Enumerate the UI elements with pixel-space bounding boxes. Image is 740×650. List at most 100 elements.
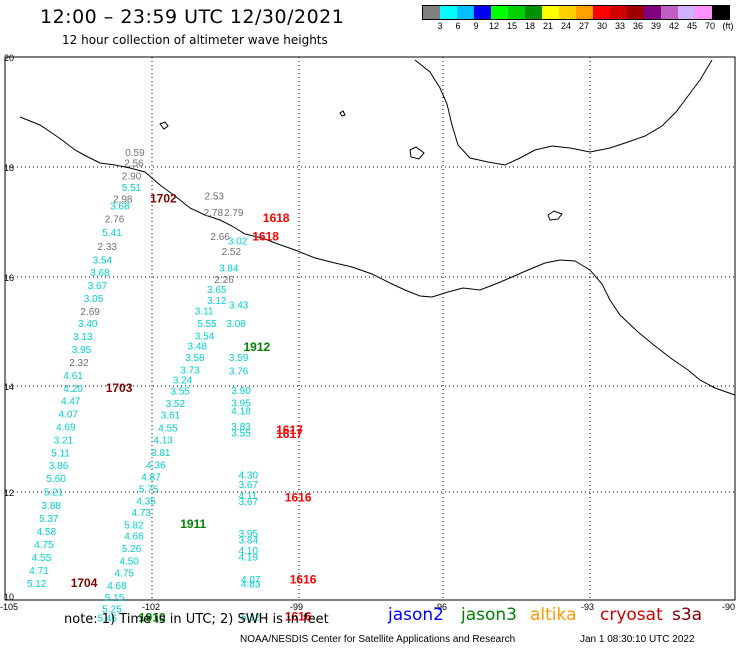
x-tick-label: -90	[722, 602, 735, 612]
wave-height-value: 3.65	[207, 285, 227, 296]
wave-height-value: 5.75	[139, 485, 159, 496]
wave-height-value: 4.87	[141, 473, 161, 484]
wave-height-value: 4.58	[37, 527, 57, 538]
wave-height-value: 3.95	[72, 345, 92, 356]
wave-height-value: 4.71	[29, 566, 49, 577]
y-tick-label: 16	[4, 273, 14, 283]
y-tick-label: 18	[4, 163, 14, 173]
colorbar-swatch	[525, 6, 542, 19]
pass-id-label: 1911	[180, 517, 206, 531]
wave-height-value: 4.07	[59, 410, 79, 421]
wave-height-value: 3.24	[173, 375, 193, 386]
wave-height-value: 3.54	[195, 331, 215, 342]
pass-id-label: 1618	[252, 230, 279, 244]
legend-entry-jason2: jason2	[388, 605, 444, 625]
wave-height-value: 3.68	[90, 268, 110, 279]
wave-height-value: 2.79	[224, 208, 244, 219]
wave-height-value: 3.84	[239, 536, 259, 547]
wave-height-value: 3.52	[166, 399, 186, 410]
wave-height-value: 2.78	[204, 208, 224, 219]
page-title: 12:00 – 23:59 UTC 12/30/2021	[40, 6, 345, 28]
wave-height-value: 2.98	[113, 195, 133, 206]
wave-height-value: 5.12	[241, 613, 261, 624]
wave-height-value: 2.32	[69, 358, 89, 369]
wave-height-value: 3.12	[207, 296, 227, 307]
wave-height-value: 2.26	[214, 275, 234, 286]
x-tick-label: -105	[0, 602, 18, 612]
colorbar-swatch	[593, 6, 610, 19]
coastline	[19, 116, 736, 396]
wave-height-value: 5.25	[102, 605, 122, 616]
wave-height-value: 2.52	[222, 247, 242, 258]
colorbar-label: 39	[650, 21, 662, 31]
x-tick-label: -93	[581, 602, 594, 612]
wave-height-value: 3.73	[180, 366, 200, 377]
wave-height-value: 4.07	[241, 575, 261, 586]
wave-height-value: 3.67	[88, 281, 108, 292]
x-tick-label: -99	[290, 602, 303, 612]
wave-height-value: 0.59	[125, 148, 145, 159]
wave-height-value: 4.61	[63, 371, 83, 382]
wave-height-value: 4.36	[146, 461, 166, 472]
y-tick-label: 12	[4, 488, 14, 498]
wave-height-value: 4.55	[158, 424, 178, 435]
colorbar-label: 12	[488, 21, 500, 31]
colorbar-swatch	[491, 6, 508, 19]
pass-id-label: 1617	[276, 427, 303, 441]
wave-height-value: 3.68	[110, 202, 130, 213]
colorbar-label: 30	[596, 21, 608, 31]
wave-height-value: 5.15	[105, 593, 125, 604]
colorbar-label: 36	[632, 21, 644, 31]
islands	[159, 110, 563, 221]
wave-height-value: 5.12	[27, 579, 47, 590]
generated-time: Jan 1 08:30:10 UTC 2022	[580, 634, 695, 645]
wave-height-value: 5.26	[122, 544, 142, 555]
colorbar-label: 24	[560, 21, 572, 31]
colorbar-label: 9	[473, 21, 479, 31]
gridlines	[5, 57, 735, 600]
colorbar-label: (ft)	[722, 21, 734, 31]
wave-height-value: 3.76	[229, 367, 249, 378]
wave-height-value: 3.61	[161, 411, 181, 422]
wave-height-value: 3.86	[49, 461, 69, 472]
pass-id-label: 1704	[71, 576, 98, 590]
wave-height-value: 3.84	[219, 264, 239, 275]
wave-height-value: 5.37	[39, 514, 59, 525]
wave-height-value: 3.02	[228, 236, 248, 247]
wave-height-value: 3.43	[229, 300, 249, 311]
wave-height-value: 3.95	[231, 399, 251, 410]
colorbar-swatch	[559, 6, 576, 19]
wave-height-value: 3.88	[42, 501, 62, 512]
wave-height-value: 4.68	[107, 581, 127, 592]
wave-height-value: 3.58	[185, 353, 205, 364]
colorbar-swatch	[457, 6, 474, 19]
colorbar-label: 33	[614, 21, 626, 31]
wave-height-value: 5.21	[44, 488, 64, 499]
colorbar-swatch	[712, 6, 729, 19]
wave-height-value: 4.30	[239, 470, 259, 481]
wave-height-value: 4.75	[34, 540, 54, 551]
colorbar-swatches	[422, 5, 730, 20]
footer-note: note: 1) Time is in UTC; 2) SWH is in fe…	[64, 612, 329, 627]
wave-height-value: 4.69	[56, 423, 76, 434]
wave-height-value: 3.40	[78, 319, 98, 330]
wave-height-value: 3.90	[231, 386, 251, 397]
wave-height-labels: 0.592.56 2.905.512.98 1702 3.68 2.76 5.41 2.33…	[27, 148, 317, 625]
wave-height-colorbar: 3 6 9 12 15 18 21 24 27 30 33 36 39 42 45 70 (ft)	[422, 5, 734, 32]
pass-id-label: 1616	[290, 573, 317, 587]
wave-height-value: 3.21	[54, 436, 74, 447]
wave-height-value: 5.41	[102, 228, 122, 239]
colorbar-swatch	[508, 6, 525, 19]
wave-height-value: 4.20	[63, 384, 83, 395]
wave-height-value: 5.51	[122, 183, 142, 194]
colorbar-swatch	[610, 6, 627, 19]
pass-id-label: 1617	[276, 423, 303, 437]
pass-id-label: 1912	[244, 340, 271, 354]
wave-height-value: 4.18	[231, 406, 251, 417]
wave-height-value: 5.82	[124, 520, 144, 531]
colorbar-label: 15	[506, 21, 518, 31]
wave-height-value: 2.90	[122, 172, 142, 183]
wave-height-value: 2.69	[80, 307, 100, 318]
wave-height-value: 5.46	[98, 614, 118, 625]
legend-entry-cryosat: cryosat	[600, 605, 663, 625]
